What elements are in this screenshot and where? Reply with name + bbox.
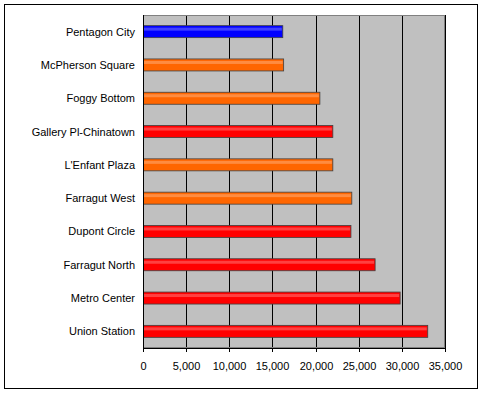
category-label: Gallery Pl-Chinatown	[32, 126, 135, 138]
category-label: McPherson Square	[41, 59, 135, 71]
tick-label: 30,000	[386, 360, 420, 372]
category-label: Foggy Bottom	[67, 92, 135, 104]
bar-highlight	[144, 94, 319, 97]
category-label: Dupont Circle	[68, 225, 135, 237]
category-label: Pentagon City	[66, 26, 136, 38]
grid-line	[445, 15, 446, 348]
bar-highlight	[144, 28, 282, 31]
bars	[143, 26, 428, 338]
bar	[143, 259, 375, 271]
tick-label: 10,000	[213, 360, 247, 372]
y-axis-line	[143, 15, 144, 348]
tick-label: 20,000	[300, 360, 334, 372]
plot-border	[144, 16, 445, 348]
tick-label: 35,000	[429, 360, 463, 372]
bar	[143, 59, 284, 71]
bar	[143, 92, 320, 104]
bar-highlight	[144, 61, 283, 64]
category-label: Metro Center	[71, 292, 136, 304]
bar-highlight	[144, 294, 399, 297]
bar-highlight	[144, 261, 374, 264]
bar	[143, 159, 333, 171]
tick-mark	[445, 348, 446, 352]
category-label: Farragut North	[63, 259, 135, 271]
category-label: Union Station	[69, 325, 135, 337]
category-label: L'Enfant Plaza	[64, 159, 135, 171]
bar-highlight	[144, 194, 351, 197]
tick-label: 0	[140, 360, 146, 372]
bar	[143, 325, 428, 337]
category-label: Farragut West	[66, 192, 136, 204]
plot-area	[143, 15, 445, 348]
tick-label: 5,000	[173, 360, 201, 372]
chart-frame	[5, 5, 478, 389]
tick-label: 15,000	[256, 360, 290, 372]
grid-line	[402, 15, 403, 348]
grid-line	[143, 15, 144, 348]
bar-highlight	[144, 327, 427, 330]
bar	[143, 192, 352, 204]
bar	[143, 26, 283, 38]
tick-label: 25,000	[343, 360, 377, 372]
bar	[143, 292, 400, 304]
bar-highlight	[144, 227, 350, 230]
bar	[143, 126, 333, 138]
chart-svg: 0 5,000 10,000 15,000 20,000 25,000 30,000 35,0…	[0, 0, 482, 393]
bar-highlight	[144, 161, 332, 164]
chart-container: 0 5,000 10,000 15,000 20,000 25,000 30,000 35,0…	[0, 0, 482, 393]
bar	[143, 225, 351, 237]
x-axis-line	[143, 348, 445, 349]
bar-highlight	[144, 128, 332, 131]
